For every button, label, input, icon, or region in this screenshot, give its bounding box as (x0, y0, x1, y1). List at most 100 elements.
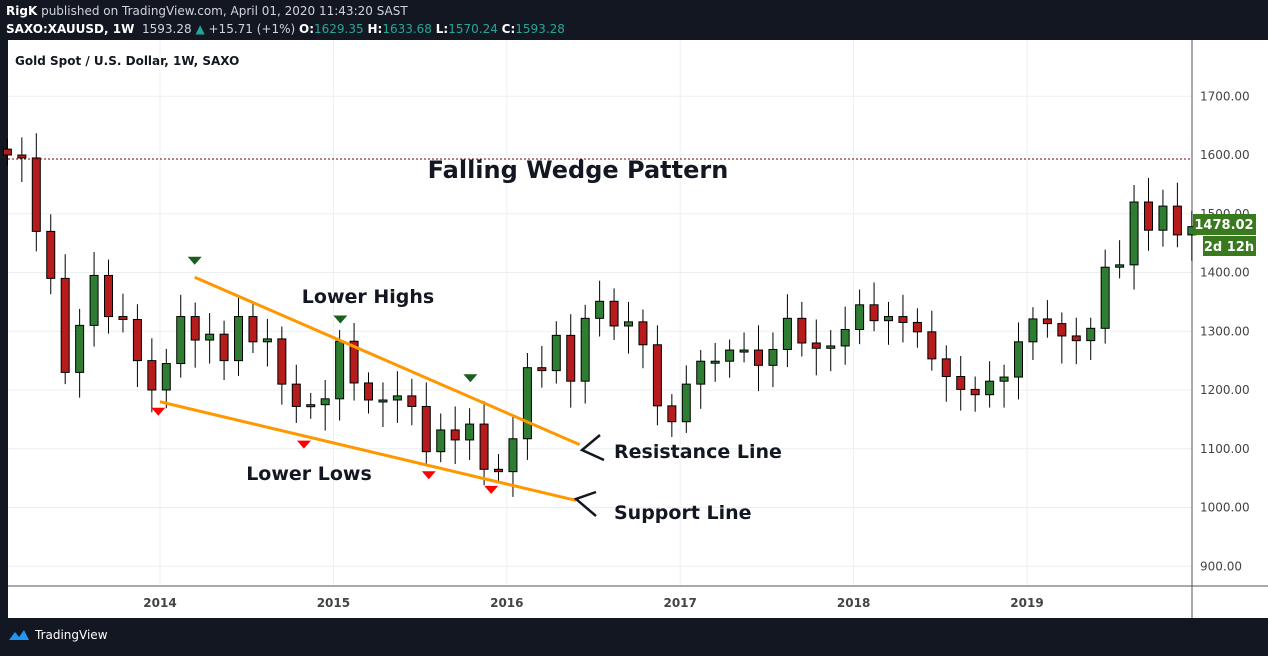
candle-body (392, 395, 402, 401)
candle-body (580, 317, 590, 382)
candle-body (624, 321, 634, 327)
publish-info: RigK published on TradingView.com, April… (6, 4, 408, 18)
candle-body (595, 300, 605, 319)
candle-body (1042, 318, 1052, 325)
candle-body (797, 317, 807, 344)
candle-body (884, 316, 894, 322)
candle-body (551, 334, 561, 372)
lower-high-marker-icon (333, 315, 348, 324)
candle-body (941, 358, 951, 377)
candle-body (17, 154, 27, 159)
last-price: 1593.28 (141, 22, 192, 36)
candle-body (710, 360, 720, 364)
candle-body (638, 321, 648, 346)
candle-body (855, 304, 865, 330)
candle-body (508, 438, 518, 473)
lower-highs-label: Lower Highs (302, 286, 434, 308)
current-price: 1478.02 (1194, 218, 1253, 233)
candle-body (681, 383, 691, 423)
candle-body (407, 395, 417, 407)
candle-body (147, 360, 157, 391)
y-tick-label: 1600.00 (1200, 148, 1250, 162)
candle-body (782, 317, 792, 350)
support-trendline (159, 400, 577, 502)
candle-body (1144, 201, 1154, 231)
brand-name: TradingView (35, 628, 108, 642)
symbol: SAXO:XAUUSD, 1W (6, 22, 135, 36)
candle-body (335, 340, 345, 400)
candle-body (205, 333, 215, 341)
candle-body (1014, 341, 1024, 378)
lower-high-marker-icon (463, 374, 478, 383)
chart-title: Gold Spot / U.S. Dollar, 1W, SAXO (15, 54, 239, 68)
candle-body (306, 404, 316, 408)
candle-body (89, 274, 99, 326)
lower-low-marker-icon (296, 440, 311, 449)
candle-body (75, 324, 85, 373)
x-tick-label: 2018 (837, 596, 870, 610)
candle-body (927, 331, 937, 360)
lower-lows-label: Lower Lows (246, 463, 372, 485)
candle-body (739, 349, 749, 353)
x-tick-label: 2015 (317, 596, 350, 610)
candle-body (1086, 327, 1096, 342)
x-tick-label: 2014 (143, 596, 176, 610)
candle-body (190, 316, 200, 341)
candle-body (46, 230, 56, 279)
candle-body (754, 349, 764, 366)
price-chart[interactable]: 900.00 1000.00 1100.00 1200.00 1300.00 1400.0… (0, 40, 1268, 620)
candle-body (104, 274, 114, 318)
bar-countdown: 2d 12h (1204, 240, 1254, 255)
candle-body (31, 157, 41, 232)
candle-body (161, 363, 171, 391)
low-value: 1570.24 (448, 22, 498, 36)
candle-body (364, 382, 374, 401)
candle-body (725, 349, 735, 362)
y-tick-label: 1200.00 (1200, 383, 1250, 397)
candle-body (1172, 205, 1182, 236)
candle-body (912, 321, 922, 333)
candle-body (811, 342, 821, 349)
x-tick-label: 2017 (663, 596, 696, 610)
candle-body (248, 316, 258, 343)
candle-body (378, 399, 388, 403)
up-arrow-icon: ▲ (195, 22, 205, 36)
candle-body (898, 316, 908, 323)
candle-body (522, 367, 532, 440)
author[interactable]: RigK (6, 4, 38, 18)
y-tick-label: 1300.00 (1200, 324, 1250, 338)
y-tick-label: 1000.00 (1200, 501, 1250, 515)
candle-body (826, 345, 836, 349)
lower-low-marker-icon (421, 471, 436, 480)
candle-body (667, 405, 677, 423)
lower-low-marker-icon (484, 485, 499, 494)
tradingview-brand[interactable]: TradingView (8, 628, 108, 642)
high-value: 1633.68 (382, 22, 432, 36)
candle-body (262, 338, 272, 343)
change: +15.71 (+1%) (208, 22, 296, 36)
publish-date: published on TradingView.com, April 01, … (41, 4, 408, 18)
close-value: 1593.28 (515, 22, 565, 36)
resistance-label: Resistance Line (614, 441, 782, 463)
candle-body (465, 423, 475, 441)
candle-body (219, 333, 229, 362)
c-label: C: (501, 22, 516, 36)
support-arrow-icon (573, 490, 597, 517)
candle-body (1100, 266, 1110, 329)
resistance-arrow-icon (579, 434, 605, 462)
candle-body (494, 468, 504, 473)
candle-body (1129, 201, 1139, 266)
candle-body (291, 383, 301, 407)
candle-body (421, 405, 431, 453)
candle-body (234, 316, 244, 362)
candle-body (436, 429, 446, 453)
resistance-trendline (194, 275, 581, 447)
candle-body (1057, 323, 1067, 337)
annotation-title: Falling Wedge Pattern (428, 156, 729, 184)
candle-body (1071, 335, 1081, 342)
candle-body (132, 319, 142, 362)
candle-body (869, 304, 879, 322)
candle-body (696, 360, 706, 385)
x-tick-label: 2019 (1010, 596, 1043, 610)
candle-body (479, 423, 489, 470)
